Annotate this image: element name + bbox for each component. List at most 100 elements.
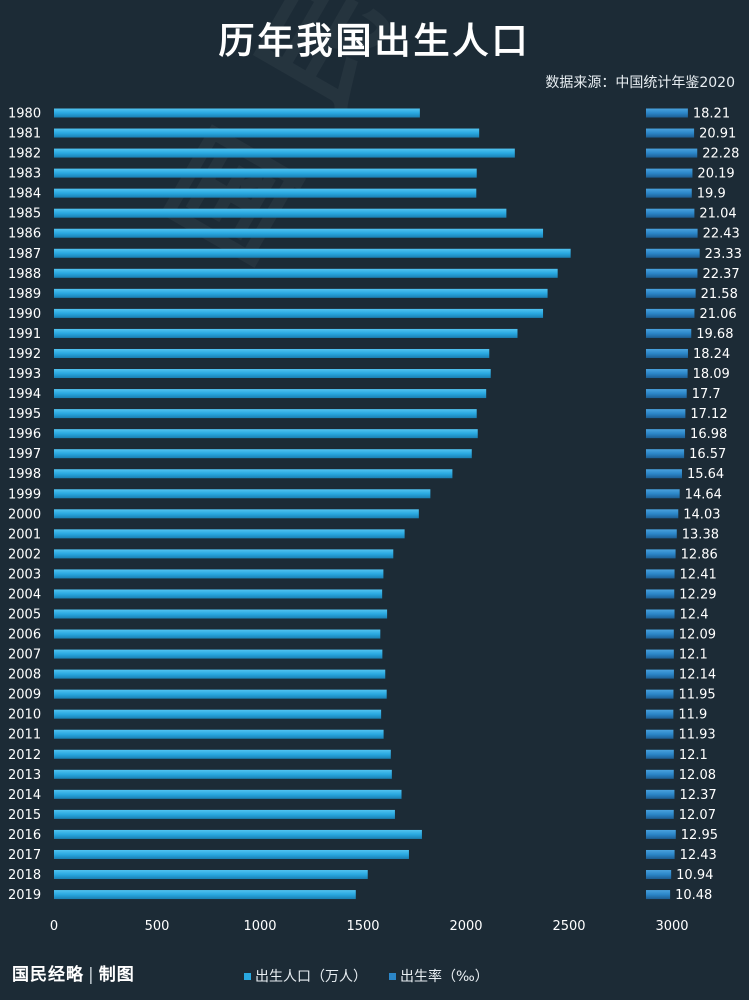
year-label: 1980 xyxy=(8,107,41,122)
birth-rate-label: 10.94 xyxy=(676,868,713,883)
birth-rate-bar xyxy=(646,569,675,579)
population-bar xyxy=(54,649,383,659)
population-bar xyxy=(54,348,490,358)
year-label: 1984 xyxy=(8,187,41,202)
birth-rate-label: 17.7 xyxy=(692,387,721,402)
x-tick-label: 1500 xyxy=(346,919,379,934)
birth-rate-label: 21.06 xyxy=(699,307,736,322)
birth-rate-label: 16.98 xyxy=(690,427,727,442)
population-bar xyxy=(54,890,356,900)
year-label: 2007 xyxy=(8,648,41,663)
year-label: 2000 xyxy=(8,507,41,522)
year-label: 2018 xyxy=(8,868,41,883)
birth-rate-bar xyxy=(646,188,692,198)
population-bar xyxy=(54,529,405,539)
birth-rate-bar xyxy=(646,108,688,118)
year-label: 2016 xyxy=(8,828,41,843)
birth-rate-bar xyxy=(646,489,680,499)
birth-rate-label: 18.21 xyxy=(693,107,730,122)
birth-rate-bar xyxy=(646,809,674,819)
year-label: 1983 xyxy=(8,167,41,182)
year-label: 2014 xyxy=(8,788,41,803)
population-bar xyxy=(54,809,395,819)
birth-rate-bar xyxy=(646,589,675,599)
birth-rate-label: 12.1 xyxy=(679,748,708,763)
legend-label-population: 出生人口（万人） xyxy=(255,969,367,985)
birth-rate-label: 12.14 xyxy=(679,668,716,683)
birth-rate-bar xyxy=(646,248,700,258)
population-bar xyxy=(54,609,388,619)
birth-rate-bar xyxy=(646,469,682,479)
chart-legend: 出生人口（万人） 出生率（‰） xyxy=(244,966,489,986)
birth-rate-bar xyxy=(646,409,686,419)
x-tick-label: 3000 xyxy=(655,919,688,934)
birth-rate-label: 12.86 xyxy=(681,547,718,562)
population-bar xyxy=(54,549,394,559)
year-label: 2015 xyxy=(8,808,41,823)
brand-credit: 国民经略 | 制图 xyxy=(12,960,135,985)
birth-rate-label: 18.09 xyxy=(693,367,730,382)
legend-swatch-population xyxy=(244,972,251,980)
year-label: 1994 xyxy=(8,387,41,402)
year-label: 2019 xyxy=(8,888,41,903)
birth-rate-bar xyxy=(646,649,674,659)
population-bar xyxy=(54,168,477,178)
birth-rate-bar xyxy=(646,389,687,399)
birth-rate-label: 13.38 xyxy=(682,527,719,542)
year-label: 1998 xyxy=(8,467,41,482)
population-bar xyxy=(54,709,382,719)
birth-rate-label: 10.48 xyxy=(675,888,712,903)
population-bar xyxy=(54,389,487,399)
brand-name: 国民经略 xyxy=(12,965,84,985)
population-bar xyxy=(54,108,420,118)
population-bar xyxy=(54,749,391,759)
chart: 1980 1981 1982 1983 1984 1985 1986 1987 1988 1989… xyxy=(8,107,742,935)
population-bar xyxy=(54,589,383,599)
year-label: 1990 xyxy=(8,307,41,322)
population-bar xyxy=(54,509,419,519)
birth-rate-bar xyxy=(646,529,677,539)
legend-item-rate: 出生率（‰） xyxy=(389,966,489,986)
birth-rate-bar xyxy=(646,148,698,158)
population-bar xyxy=(54,449,472,459)
birth-rate-label: 12.43 xyxy=(680,848,717,863)
population-bar xyxy=(54,328,518,338)
population-bar xyxy=(54,228,544,238)
birth-rate-label: 12.07 xyxy=(679,808,716,823)
birth-rate-bar xyxy=(646,369,688,379)
year-label: 1991 xyxy=(8,327,41,342)
x-tick-label: 2000 xyxy=(449,919,482,934)
birth-rate-label: 20.19 xyxy=(697,167,734,182)
birth-rate-bar xyxy=(646,429,686,439)
birth-rate-bar xyxy=(646,228,698,238)
x-tick-label: 2500 xyxy=(552,919,585,934)
year-label: 1997 xyxy=(8,447,41,462)
population-bar xyxy=(54,148,515,158)
year-label: 2003 xyxy=(8,567,41,582)
birth-rate-label: 22.43 xyxy=(703,227,740,242)
year-label: 2002 xyxy=(8,547,41,562)
year-label: 2010 xyxy=(8,708,41,723)
birth-rate-bar xyxy=(646,609,675,619)
birth-rate-label: 18.24 xyxy=(693,347,730,362)
birth-rate-label: 12.4 xyxy=(680,608,709,623)
population-bar xyxy=(54,849,409,859)
birth-rate-label: 12.41 xyxy=(680,567,717,582)
birth-rate-bar xyxy=(646,509,679,519)
birth-rate-label: 11.95 xyxy=(678,688,715,703)
birth-rate-bar xyxy=(646,890,671,900)
birth-rate-bar xyxy=(646,829,676,839)
birth-rate-bar xyxy=(646,729,674,739)
birth-rate-bar xyxy=(646,789,675,799)
year-label: 1986 xyxy=(8,227,41,242)
year-label: 2009 xyxy=(8,688,41,703)
year-label: 1988 xyxy=(8,267,41,282)
x-tick-label: 0 xyxy=(50,919,58,934)
population-bar xyxy=(54,208,507,218)
birth-rate-bar xyxy=(646,449,685,459)
population-bar xyxy=(54,248,571,258)
birth-rate-label: 19.68 xyxy=(696,327,733,342)
year-label: 2013 xyxy=(8,768,41,783)
birth-rate-label: 22.37 xyxy=(702,267,739,282)
birth-rate-bar xyxy=(646,669,674,679)
